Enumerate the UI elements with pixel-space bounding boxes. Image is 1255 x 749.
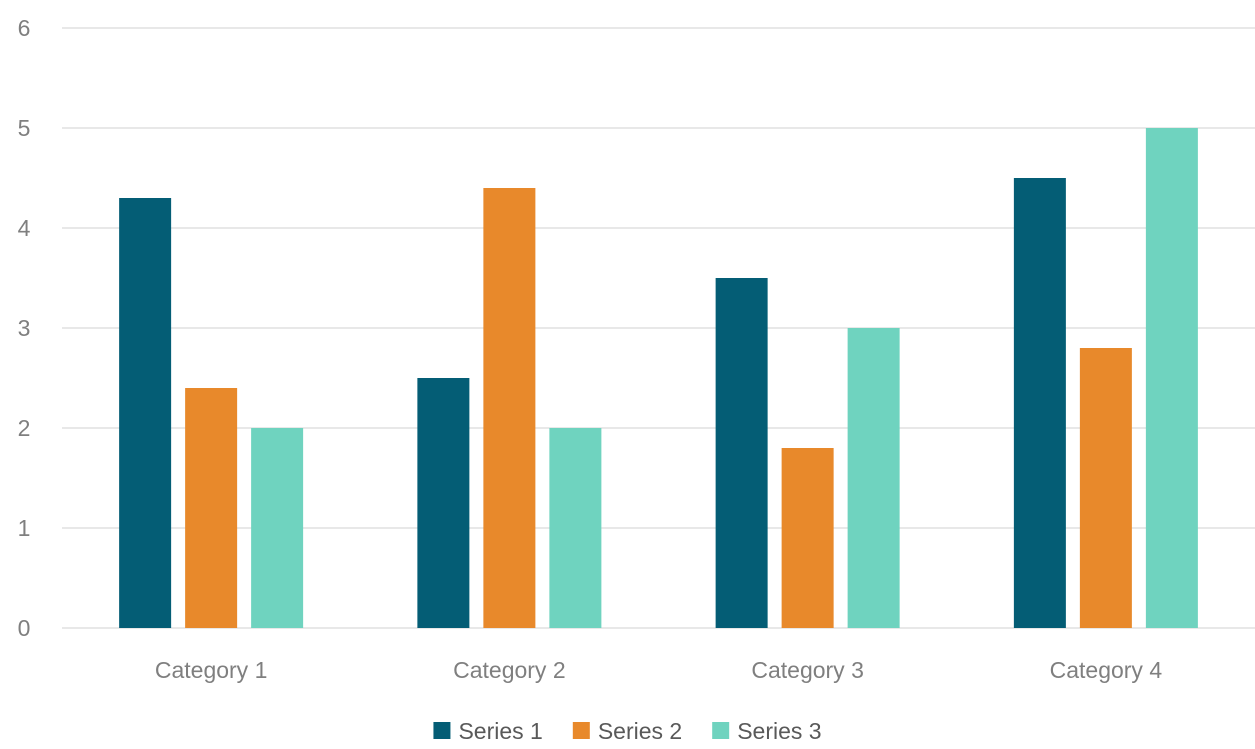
legend-label: Series 2 [598,718,682,744]
bar-series-1-category-1 [119,198,172,628]
gridlines [62,27,1255,629]
legend-label: Series 3 [737,718,821,744]
legend: Series 1 Series 2 Series 3 [433,718,822,744]
legend-swatch-series-3 [712,722,730,739]
bar-series-1-category-3 [715,278,768,628]
y-tick-label: 2 [18,415,31,441]
category-label: Category 2 [453,657,566,683]
category-label: Category 4 [1050,657,1163,683]
category-labels: Category 1 Category 2 Category 3 Category 4 [155,657,1162,683]
y-tick-label: 1 [18,515,31,541]
y-tick-label: 6 [18,15,31,41]
bar-series-2-category-1 [185,388,238,628]
bar-series-3-category-3 [847,328,900,628]
category-label: Category 3 [751,657,864,683]
bar-series-3-category-4 [1145,128,1198,628]
bar-series-2-category-4 [1079,348,1132,628]
legend-swatch-series-1 [433,722,451,739]
category-label: Category 1 [155,657,268,683]
bar-series-1-category-4 [1013,178,1066,628]
y-axis-ticks: 0 1 2 3 4 5 6 [18,15,31,641]
bar-series-3-category-1 [251,428,304,628]
bars [119,128,1198,628]
bar-series-3-category-2 [549,428,602,628]
y-tick-label: 5 [18,115,31,141]
legend-label: Series 1 [458,718,542,744]
bar-series-2-category-2 [483,188,536,628]
bar-series-2-category-3 [781,448,834,628]
y-tick-label: 4 [18,215,31,241]
y-tick-label: 3 [18,315,31,341]
bar-series-1-category-2 [417,378,470,628]
y-tick-label: 0 [18,615,31,641]
legend-swatch-series-2 [572,722,590,739]
